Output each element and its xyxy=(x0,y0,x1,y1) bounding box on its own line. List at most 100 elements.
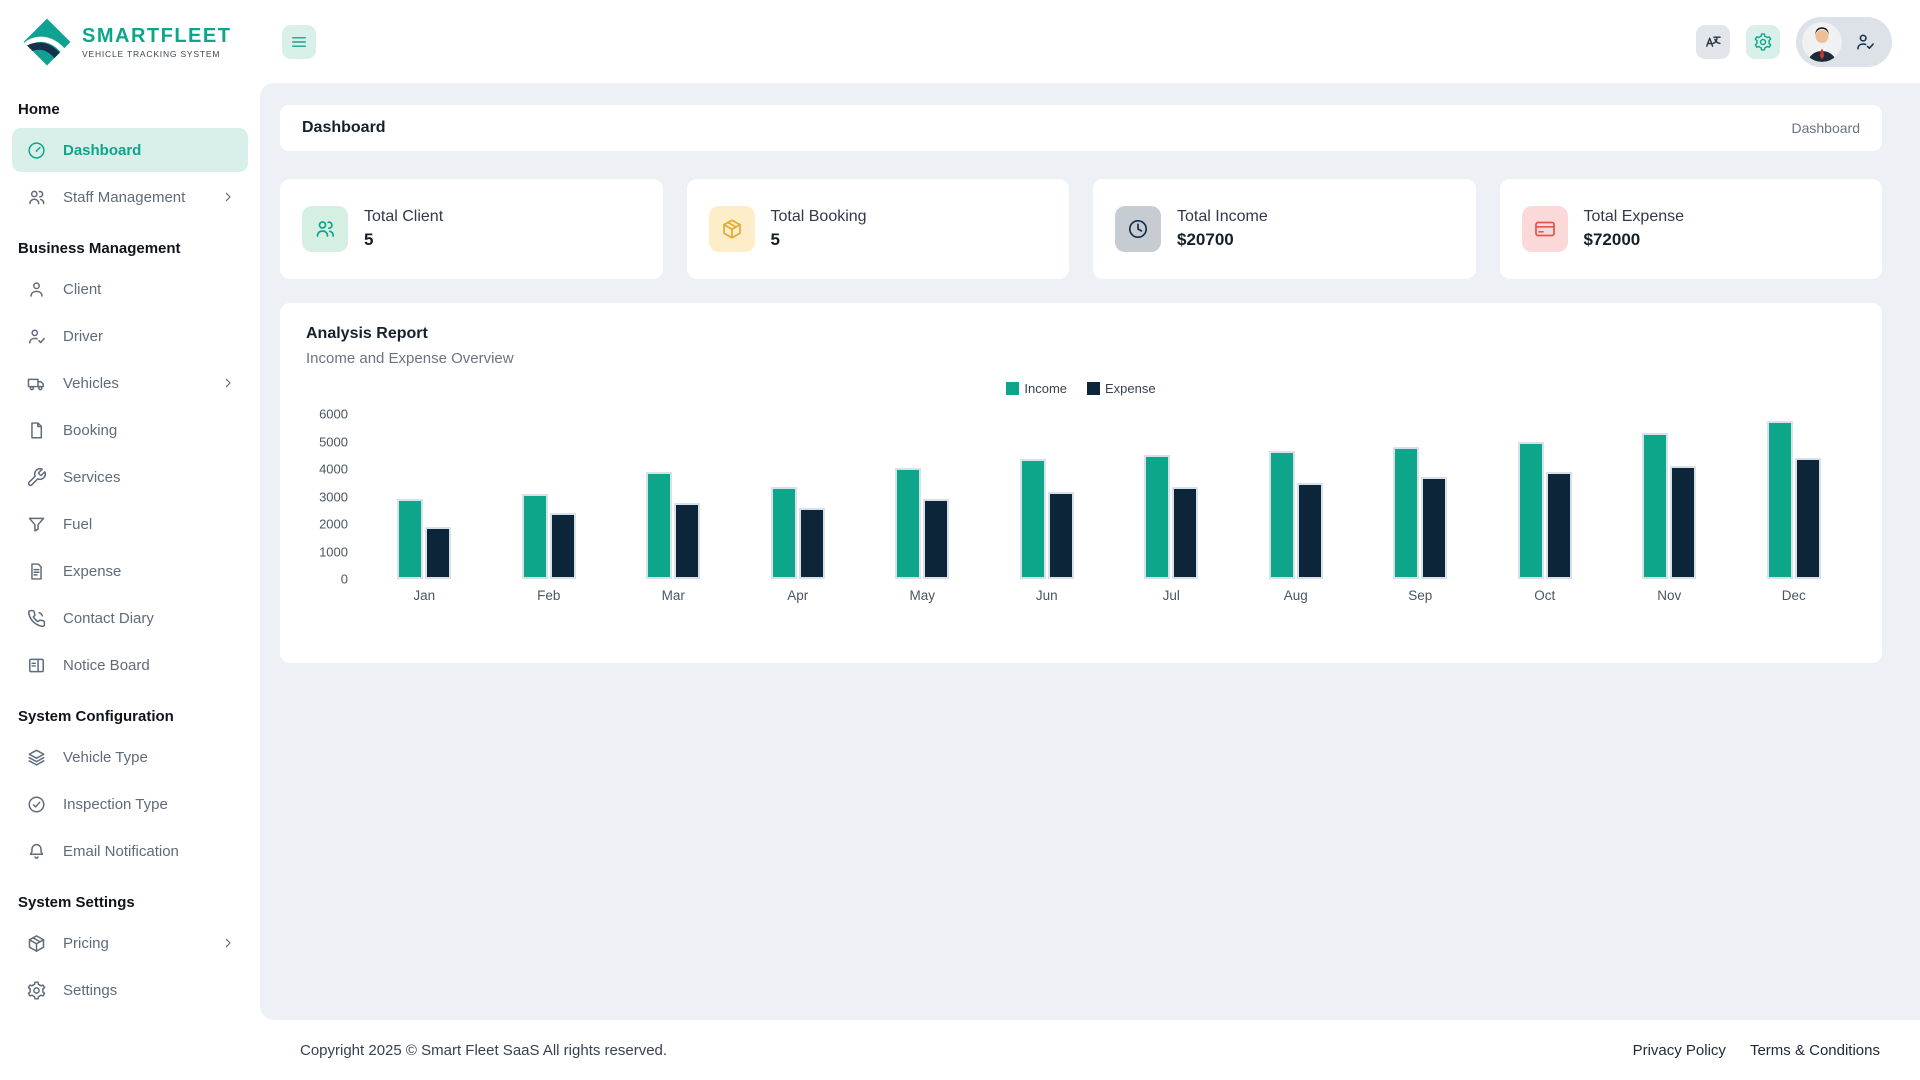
speedometer-icon xyxy=(26,140,47,161)
y-tick-label: 6000 xyxy=(319,406,348,422)
stat-value: $20700 xyxy=(1177,230,1234,249)
sidebar-item-booking[interactable]: Booking xyxy=(12,408,248,452)
phone-icon xyxy=(26,608,47,629)
x-tick-label: Oct xyxy=(1534,588,1556,603)
stat-value: $72000 xyxy=(1583,230,1641,249)
bar-expense xyxy=(1421,477,1448,579)
bar-group-nov xyxy=(1607,414,1732,579)
stat-card-total-expense: Total Expense $72000 xyxy=(1499,179,1882,279)
person-check-icon xyxy=(26,326,47,347)
file-icon xyxy=(26,420,47,441)
stat-label: Total Expense xyxy=(1583,208,1685,225)
sidebar-item-label: Vehicle Type xyxy=(63,748,148,766)
bar-group-may xyxy=(860,414,985,579)
bar-income xyxy=(1144,455,1171,579)
bar-income xyxy=(1019,459,1046,579)
brand-logo[interactable]: SMARTFLEET VEHICLE TRACKING SYSTEM xyxy=(0,0,260,83)
sidebar-item-dashboard[interactable]: Dashboard xyxy=(12,128,248,172)
stat-label: Total Income xyxy=(1177,208,1268,225)
legend-item-expense[interactable]: Expense xyxy=(1087,381,1156,396)
main-content: Dashboard Dashboard Total Client 5 Total B… xyxy=(260,83,1920,1020)
legend-item-income[interactable]: Income xyxy=(1006,381,1067,396)
bar-group-aug xyxy=(1234,414,1359,579)
bar-expense xyxy=(549,513,576,579)
sidebar-item-label: Contact Diary xyxy=(63,609,154,627)
clock-history-icon xyxy=(1115,206,1161,252)
stats-row: Total Client 5 Total Booking 5 Total Income $… xyxy=(280,179,1882,279)
sidebar-item-vehicle-type[interactable]: Vehicle Type xyxy=(12,735,248,779)
language-button[interactable] xyxy=(1696,24,1730,59)
bar-income xyxy=(397,499,424,579)
brand-logo-icon xyxy=(22,17,72,67)
sidebar-item-label: Driver xyxy=(63,327,103,345)
nav-section-heading: System Configuration xyxy=(18,708,174,725)
settings-button[interactable] xyxy=(1746,24,1780,59)
x-tick-label: Mar xyxy=(661,588,685,603)
bell-icon xyxy=(26,841,47,862)
sidebar-item-label: Fuel xyxy=(63,515,93,533)
topbar xyxy=(260,0,1920,83)
x-tick-label: Apr xyxy=(787,588,809,603)
stat-card-total-income: Total Income $20700 xyxy=(1093,179,1476,279)
bar-expense xyxy=(1296,482,1323,579)
users-icon xyxy=(302,206,348,252)
sidebar-item-contact-diary[interactable]: Contact Diary xyxy=(12,596,248,640)
brand-name: SMARTFLEET xyxy=(82,24,232,47)
sidebar-item-vehicles[interactable]: Vehicles xyxy=(12,361,248,405)
bar-expense xyxy=(1172,486,1199,579)
sidebar-item-inspection-type[interactable]: Inspection Type xyxy=(12,782,248,826)
stat-value: 5 xyxy=(770,230,780,249)
sidebar-item-client[interactable]: Client xyxy=(12,267,248,311)
sidebar-item-label: Email Notification xyxy=(63,842,179,860)
credit-card-icon xyxy=(1521,206,1568,252)
bar-income xyxy=(1393,447,1420,579)
package-icon xyxy=(26,933,47,954)
profile-menu[interactable] xyxy=(1796,16,1892,67)
sidebar-item-staff-management[interactable]: Staff Management xyxy=(12,175,248,219)
bar-expense xyxy=(674,503,701,579)
sidebar-item-expense[interactable]: Expense xyxy=(12,549,248,593)
x-tick-label: Aug xyxy=(1283,588,1308,603)
footer-link-terms-conditions[interactable]: Terms & Conditions xyxy=(1749,1041,1880,1059)
stat-card-total-client: Total Client 5 xyxy=(280,179,663,279)
person-check-icon xyxy=(1854,31,1876,53)
sidebar-item-label: Vehicles xyxy=(63,374,119,392)
bar-income xyxy=(1517,441,1544,579)
sidebar-item-label: Services xyxy=(63,468,121,486)
chart-title: Analysis Report xyxy=(306,325,428,342)
stat-card-total-booking: Total Booking 5 xyxy=(686,179,1069,279)
sidebar-toggle-button[interactable] xyxy=(282,24,316,59)
sidebar-item-label: Pricing xyxy=(63,934,109,952)
footer-link-privacy-policy[interactable]: Privacy Policy xyxy=(1632,1041,1726,1059)
bar-expense xyxy=(923,499,950,579)
y-tick-label: 2000 xyxy=(319,516,348,532)
x-tick-label: Jun xyxy=(1035,588,1058,603)
bar-group-mar xyxy=(611,414,736,579)
sidebar-item-fuel[interactable]: Fuel xyxy=(12,502,248,546)
sidebar-item-notice-board[interactable]: Notice Board xyxy=(12,643,248,687)
sidebar-item-services[interactable]: Services xyxy=(12,455,248,499)
sidebar-item-settings[interactable]: Settings xyxy=(12,968,248,1012)
bar-income xyxy=(1268,451,1295,579)
copyright-text: Copyright 2025 © Smart Fleet SaaS All ri… xyxy=(300,1041,668,1059)
legend-swatch xyxy=(1006,382,1020,395)
bar-group-sep xyxy=(1358,414,1483,579)
bar-group-jul xyxy=(1109,414,1234,579)
legend-label: Expense xyxy=(1105,381,1156,396)
bar-group-dec xyxy=(1732,414,1857,579)
chevron-right-icon xyxy=(220,375,236,391)
sidebar-item-email-notification[interactable]: Email Notification xyxy=(12,829,248,873)
sidebar-nav: Home Dashboard Staff Management Business Ma… xyxy=(0,83,260,1012)
x-tick-label: Feb xyxy=(537,588,561,603)
sidebar-item-label: Booking xyxy=(63,421,118,439)
sidebar-item-driver[interactable]: Driver xyxy=(12,314,248,358)
layers-icon xyxy=(26,747,47,768)
sidebar-item-label: Dashboard xyxy=(63,141,142,159)
bar-income xyxy=(770,486,797,579)
sidebar-item-pricing[interactable]: Pricing xyxy=(12,921,248,965)
sidebar-item-label: Expense xyxy=(63,562,122,580)
bar-expense xyxy=(1670,466,1697,579)
x-tick-label: Dec xyxy=(1781,588,1806,603)
right-column: Dashboard Dashboard Total Client 5 Total B… xyxy=(260,0,1920,1080)
